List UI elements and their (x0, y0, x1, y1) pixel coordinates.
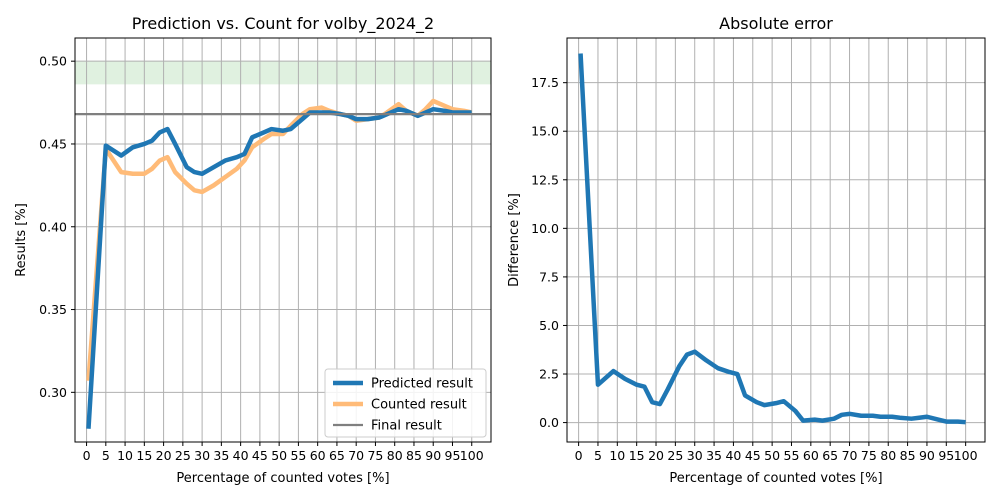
x-tick-label: 85 (900, 448, 916, 463)
y-tick-label: 17.5 (531, 75, 559, 90)
x-tick-label: 5 (102, 448, 110, 463)
x-tick-label: 70 (348, 448, 364, 463)
x-axis-label: Percentage of counted votes [%] (176, 471, 389, 486)
x-tick-label: 35 (706, 448, 722, 463)
y-tick-label: 12.5 (531, 172, 559, 187)
x-tick-label: 25 (175, 448, 191, 463)
legend-label: Final result (371, 419, 442, 434)
x-tick-label: 30 (687, 448, 703, 463)
x-tick-label: 70 (842, 448, 858, 463)
y-tick-label: 7.5 (539, 269, 559, 284)
x-tick-label: 40 (725, 448, 741, 463)
x-tick-label: 65 (822, 448, 838, 463)
x-tick-label: 30 (194, 448, 210, 463)
x-tick-label: 40 (233, 448, 249, 463)
x-tick-label: 0 (575, 448, 583, 463)
x-tick-label: 95 (938, 448, 954, 463)
chart-prediction-vs-count: Prediction vs. Count for volby_2024_2 Pe… (14, 14, 492, 486)
x-tick-label: 20 (648, 448, 664, 463)
y-axis-label: Difference [%] (507, 193, 522, 287)
x-tick-label: 75 (367, 448, 383, 463)
x-axis-label: Percentage of counted votes [%] (669, 471, 882, 486)
y-tick-label: 0.0 (539, 415, 559, 430)
x-tick-label: 45 (745, 448, 761, 463)
legend-box (324, 368, 487, 438)
series-line-error (578, 53, 966, 425)
x-tick-label: 50 (271, 448, 287, 463)
legend: Predicted result Counted result Final resu… (324, 368, 487, 438)
x-tick-label: 15 (136, 448, 152, 463)
y-tick-label: 0.50 (39, 54, 67, 69)
x-tick-label: 20 (156, 448, 172, 463)
y-tick-label: 5.0 (539, 318, 559, 333)
legend-label: Predicted result (371, 377, 473, 392)
axes-frame (566, 37, 986, 443)
x-tick-label: 5 (594, 448, 602, 463)
axes-frame (74, 37, 492, 443)
x-tick-label: 90 (919, 448, 935, 463)
x-tick-label: 60 (803, 448, 819, 463)
x-tick-label: 45 (252, 448, 268, 463)
x-tick-label: 55 (290, 448, 306, 463)
x-tick-label: 95 (445, 448, 461, 463)
x-tick-label: 80 (387, 448, 403, 463)
x-tick-label: 10 (609, 448, 625, 463)
y-tick-label: 2.5 (539, 367, 559, 382)
y-tick-label: 15.0 (531, 124, 559, 139)
y-tick-label: 10.0 (531, 221, 559, 236)
legend-label: Counted result (371, 398, 467, 413)
chart-title: Absolute error (719, 14, 833, 33)
x-tick-label: 35 (213, 448, 229, 463)
y-tick-label: 0.45 (39, 136, 67, 151)
x-tick-label: 50 (764, 448, 780, 463)
x-tick-label: 75 (861, 448, 877, 463)
x-tick-label: 55 (784, 448, 800, 463)
x-tick-label: 0 (83, 448, 91, 463)
x-tick-label: 60 (310, 448, 326, 463)
x-tick-label: 15 (629, 448, 645, 463)
plot-area: 0 5 10 15 20 25 30 35 40 45 50 55 60 65 70 75 80 85 90 95 10… (531, 37, 986, 463)
x-tick-label: 65 (329, 448, 345, 463)
chart-absolute-error: Absolute error Percentage of counted vot… (507, 14, 986, 486)
y-tick-label: 0.35 (39, 302, 67, 317)
y-tick-label: 0.30 (39, 385, 67, 400)
chart-title: Prediction vs. Count for volby_2024_2 (132, 14, 434, 34)
x-tick-label: 90 (425, 448, 441, 463)
x-tick-label: 85 (406, 448, 422, 463)
x-tick-label: 100 (460, 448, 484, 463)
x-tick-label: 100 (954, 448, 978, 463)
plot-area: 0 5 10 15 20 25 30 35 40 45 50 55 60 65 70 75 80 85 90 95 10… (39, 37, 492, 463)
x-tick-label: 25 (667, 448, 683, 463)
x-tick-label: 10 (117, 448, 133, 463)
y-tick-label: 0.40 (39, 219, 67, 234)
x-tick-label: 80 (880, 448, 896, 463)
target-band (75, 61, 491, 85)
y-axis-label: Results [%] (14, 203, 29, 277)
